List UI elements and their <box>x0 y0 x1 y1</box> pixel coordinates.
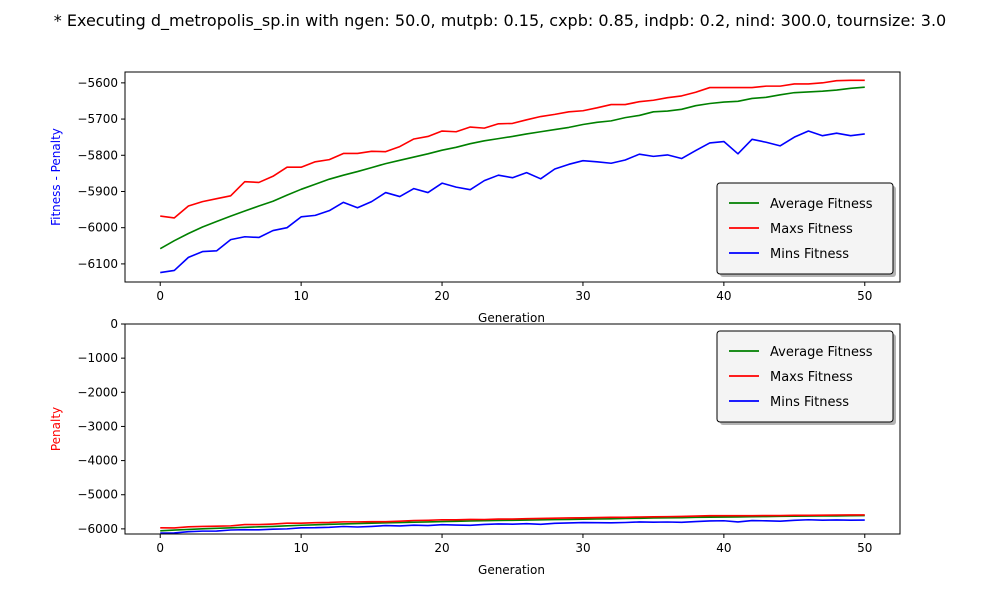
legend: Average Fitness Maxs Fitness Mins Fitness <box>716 330 896 425</box>
y-tick-label: −5000 <box>77 488 118 502</box>
plot-frame <box>124 323 901 535</box>
plot-frame <box>124 71 901 283</box>
y-tick-label: −6000 <box>77 522 118 536</box>
y-tick-label: −3000 <box>77 419 118 433</box>
series-line-maxs <box>160 79 865 219</box>
x-axis-label: Generation <box>478 311 545 325</box>
series-line-maxs <box>160 514 865 529</box>
y-axis-label: Fitness - Penalty <box>49 128 63 226</box>
bottom-plot: 0 10 20 30 40 50 −6000 −5000 −4000 −3000 −2000 −100… <box>49 317 901 577</box>
legend-entry: Mins Fitness <box>770 395 849 410</box>
legend-box <box>716 182 894 275</box>
legend-entry: Average Fitness <box>770 345 873 360</box>
top-plot: 0 10 20 30 40 50 −6100 −6000 −5900 −5800 −5700 −560… <box>49 71 901 325</box>
legend-entry: Average Fitness <box>770 197 873 212</box>
y-tick-label: −6000 <box>77 221 118 235</box>
y-tick-label: −1000 <box>77 351 118 365</box>
series-line-average <box>159 86 865 250</box>
x-tick-label: 30 <box>575 541 590 555</box>
x-tick-label: 40 <box>716 289 731 303</box>
y-tick-label: −4000 <box>77 454 118 468</box>
y-tick-label: −6100 <box>77 257 118 271</box>
x-tick-label: 40 <box>716 541 731 555</box>
y-tick-label: −5700 <box>77 112 118 126</box>
y-tick-label: −2000 <box>77 385 118 399</box>
x-tick-label: 20 <box>434 541 449 555</box>
x-tick-label: 30 <box>575 289 590 303</box>
series-line-average <box>160 514 865 532</box>
x-tick-label: 50 <box>857 289 872 303</box>
legend-entry: Mins Fitness <box>770 247 849 262</box>
legend: Average Fitness Maxs Fitness Mins Fitness <box>716 182 896 277</box>
series-line-mins <box>160 518 865 534</box>
legend-entry: Maxs Fitness <box>770 370 853 385</box>
y-tick-label: 0 <box>110 317 118 331</box>
x-axis-label: Generation <box>478 563 545 577</box>
x-tick-label: 0 <box>156 289 164 303</box>
y-tick-label: −5900 <box>77 184 118 198</box>
x-tick-label: 50 <box>857 541 872 555</box>
x-tick-label: 10 <box>293 541 308 555</box>
x-tick-label: 10 <box>293 289 308 303</box>
x-tick-label: 20 <box>434 289 449 303</box>
series-line-mins <box>160 130 865 274</box>
y-tick-label: −5600 <box>77 76 118 90</box>
legend-box <box>716 330 894 423</box>
x-tick-label: 0 <box>156 541 164 555</box>
y-axis-label: Penalty <box>49 407 63 451</box>
y-tick-label: −5800 <box>77 148 118 162</box>
figure-title: * Executing d_metropolis_sp.in with ngen… <box>54 11 946 31</box>
legend-entry: Maxs Fitness <box>770 222 853 237</box>
